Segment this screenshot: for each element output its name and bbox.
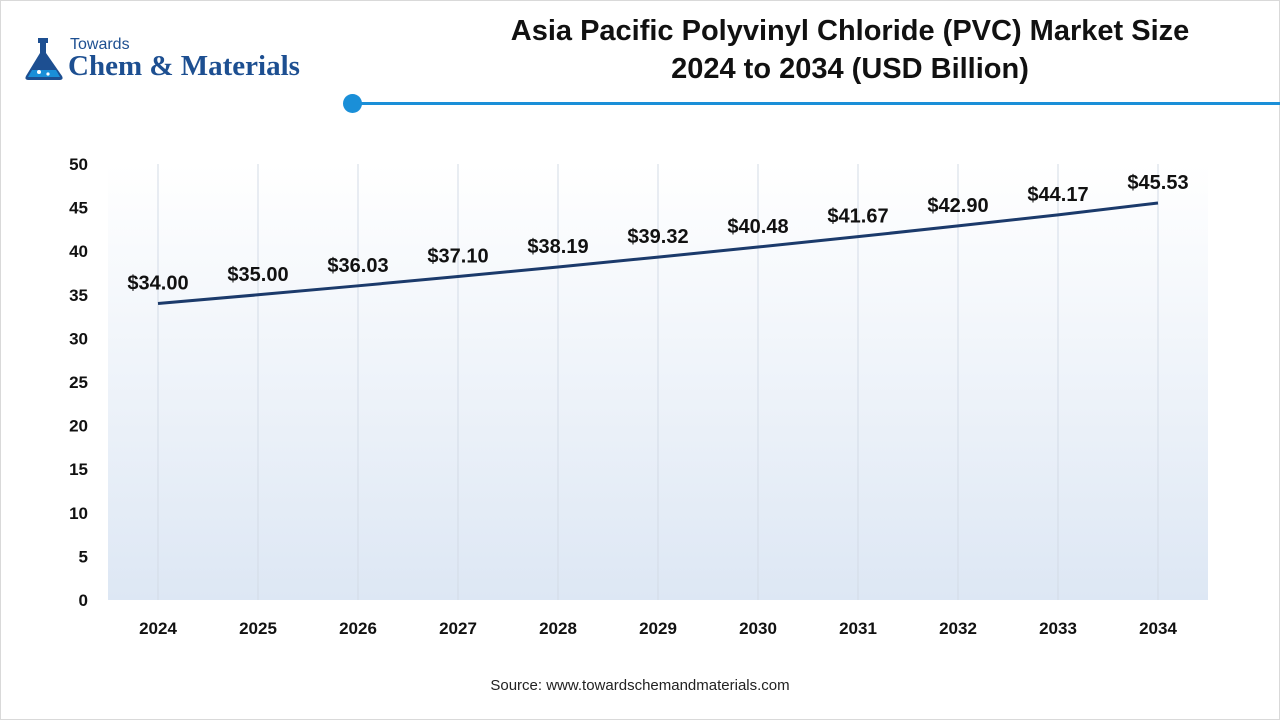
brand-logo: Towards Chem & Materials <box>22 34 342 88</box>
y-tick-label: 15 <box>69 460 88 479</box>
chart-subtitle: 2024 to 2034 (USD Billion) <box>671 53 1029 85</box>
x-tick-label: 2025 <box>239 619 277 638</box>
x-tick-label: 2027 <box>439 619 477 638</box>
y-tick-label: 50 <box>69 155 88 174</box>
data-label: $45.53 <box>1127 172 1188 194</box>
data-label: $37.10 <box>427 245 488 267</box>
data-label: $41.67 <box>827 206 888 228</box>
x-tick-label: 2031 <box>839 619 877 638</box>
flask-icon <box>25 38 63 80</box>
x-tick-label: 2028 <box>539 619 577 638</box>
x-tick-label: 2034 <box>1139 619 1177 638</box>
data-label: $38.19 <box>527 236 588 258</box>
data-label: $36.03 <box>327 255 388 277</box>
x-tick-label: 2029 <box>639 619 677 638</box>
x-tick-label: 2033 <box>1039 619 1077 638</box>
y-tick-label: 25 <box>69 373 88 392</box>
y-tick-label: 10 <box>69 504 88 523</box>
data-label: $35.00 <box>227 264 288 286</box>
data-label: $34.00 <box>127 273 188 295</box>
y-tick-label: 30 <box>69 329 88 348</box>
logo-text-chem-materials: Chem & Materials <box>68 50 300 82</box>
logo-text-towards: Towards <box>70 36 130 53</box>
data-label: $44.17 <box>1027 184 1088 206</box>
x-tick-label: 2032 <box>939 619 977 638</box>
y-tick-label: 5 <box>79 547 88 566</box>
y-tick-label: 20 <box>69 417 88 436</box>
x-tick-label: 2024 <box>139 619 177 638</box>
title-divider <box>352 102 1280 105</box>
x-tick-label: 2026 <box>339 619 377 638</box>
y-tick-label: 45 <box>69 199 88 218</box>
source-note: Source: www.towardschemandmaterials.com <box>490 677 790 694</box>
data-label: $42.90 <box>927 195 988 217</box>
series-line <box>157 201 1159 306</box>
y-tick-label: 0 <box>79 591 88 610</box>
data-label: $40.48 <box>727 216 788 238</box>
y-tick-label: 35 <box>69 286 88 305</box>
divider-dot <box>343 94 362 113</box>
y-tick-label: 40 <box>69 242 88 261</box>
x-tick-label: 2030 <box>739 619 777 638</box>
chart-title: Asia Pacific Polyvinyl Chloride (PVC) Ma… <box>510 15 1190 47</box>
data-label: $39.32 <box>627 226 688 248</box>
chart-title-block: Asia Pacific Polyvinyl Chloride (PVC) Ma… <box>420 12 1280 88</box>
